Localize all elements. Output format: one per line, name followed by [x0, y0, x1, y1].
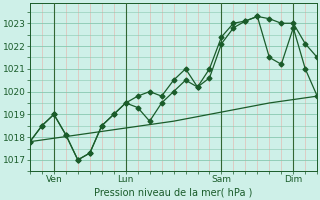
X-axis label: Pression niveau de la mer( hPa ): Pression niveau de la mer( hPa )	[94, 187, 253, 197]
